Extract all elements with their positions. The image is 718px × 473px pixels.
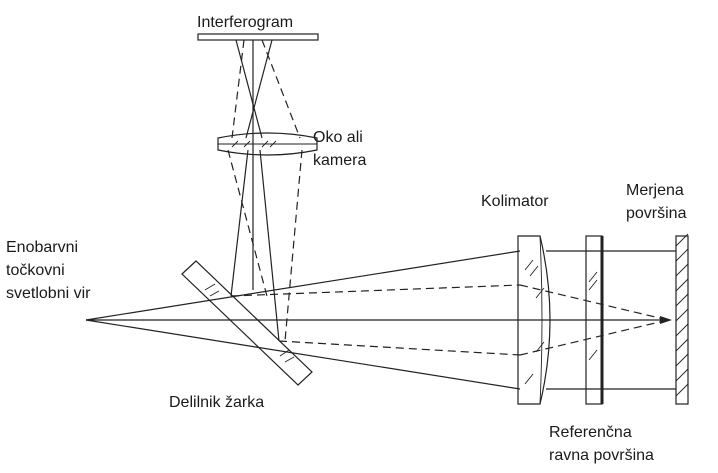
camera-ray bbox=[259, 149, 280, 342]
light-source-label-line: točkovni bbox=[6, 262, 65, 279]
camera-ray bbox=[245, 39, 273, 139]
measured-surface-label: Merjena površina bbox=[626, 179, 686, 225]
return-ray-dashed bbox=[278, 340, 521, 356]
camera-ray bbox=[230, 149, 249, 297]
source-ray-top bbox=[85, 250, 521, 321]
interferogram-screen bbox=[197, 33, 319, 41]
measured-surface-label-line: površina bbox=[626, 205, 687, 222]
return-ray-dashed bbox=[230, 284, 521, 297]
eye-camera-label: Oko ali kamera bbox=[313, 126, 366, 172]
source-ray-bottom bbox=[85, 319, 521, 390]
eye-camera-label-line: kamera bbox=[313, 152, 367, 169]
camera-ray-dashed bbox=[231, 39, 245, 139]
beam-splitter-label: Delilnik žarka bbox=[169, 394, 265, 411]
eye-camera-lens bbox=[217, 132, 318, 156]
reference-surface-label-line: ravna površina bbox=[549, 447, 654, 464]
light-source-label: Enobarvni točkovni svetlobni vir bbox=[6, 236, 90, 305]
eye-camera-label-line: Oko ali bbox=[313, 129, 363, 146]
camera-ray-dashed bbox=[261, 39, 301, 139]
beam-splitter bbox=[181, 260, 313, 386]
camera-ray bbox=[235, 39, 263, 139]
camera-ray-dashed bbox=[284, 149, 303, 342]
reference-flat bbox=[585, 235, 604, 405]
light-source-label-line: Enobarvni bbox=[6, 239, 79, 256]
reference-surface-label-line: Referenčna bbox=[549, 424, 632, 441]
reference-surface-label: Referenčna ravna površina bbox=[549, 421, 654, 467]
collimator-lens bbox=[517, 235, 551, 405]
measured-surface-label-line: Merjena bbox=[626, 182, 684, 199]
measured-surface bbox=[675, 233, 689, 405]
collimator-label: Kolimator bbox=[481, 193, 549, 210]
light-source-label-line: svetlobni vir bbox=[6, 285, 91, 302]
interferogram-label: Interferogram bbox=[197, 14, 294, 31]
